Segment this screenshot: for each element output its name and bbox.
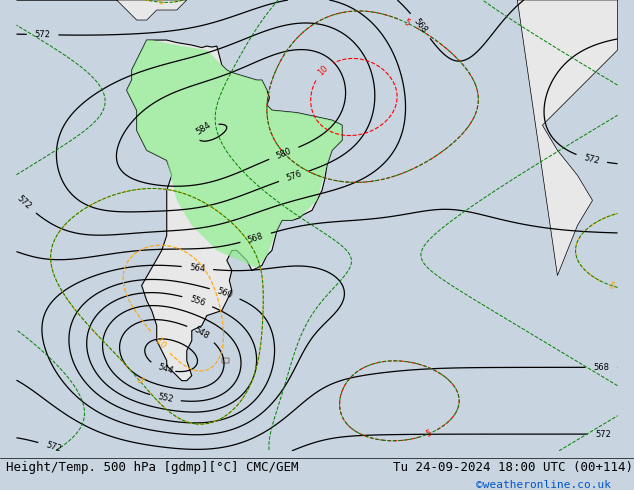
Text: 584: 584 (195, 121, 212, 137)
Polygon shape (517, 0, 618, 275)
Text: 552: 552 (157, 392, 174, 404)
Polygon shape (222, 358, 230, 363)
Text: 572: 572 (15, 194, 33, 211)
Text: Height/Temp. 500 hPa [gdmp][°C] CMC/GEM: Height/Temp. 500 hPa [gdmp][°C] CMC/GEM (6, 462, 299, 474)
Text: 568: 568 (412, 17, 429, 35)
Text: 568: 568 (593, 363, 609, 372)
Text: ©weatheronline.co.uk: ©weatheronline.co.uk (476, 480, 611, 490)
Text: -5: -5 (157, 0, 165, 7)
Text: 572: 572 (595, 430, 611, 439)
Text: 568: 568 (247, 231, 264, 245)
Text: -5: -5 (606, 280, 617, 291)
Text: 5: 5 (424, 429, 433, 439)
Text: 10: 10 (316, 64, 330, 77)
Text: 548: 548 (192, 325, 210, 341)
Polygon shape (16, 0, 187, 20)
Text: -5: -5 (133, 374, 145, 386)
Text: 576: 576 (285, 170, 303, 183)
Text: 572: 572 (583, 153, 600, 166)
Text: 556: 556 (188, 294, 206, 308)
Text: 572: 572 (44, 441, 62, 454)
Text: Tu 24-09-2024 18:00 UTC (00+114): Tu 24-09-2024 18:00 UTC (00+114) (393, 462, 633, 474)
Text: 5: 5 (402, 18, 411, 28)
Polygon shape (127, 40, 342, 381)
Text: 560: 560 (216, 287, 234, 300)
Text: 572: 572 (35, 30, 51, 39)
Text: -10: -10 (152, 334, 168, 350)
Text: 564: 564 (189, 263, 206, 273)
Text: 580: 580 (275, 146, 293, 161)
Polygon shape (127, 40, 342, 268)
Text: 544: 544 (157, 363, 174, 376)
